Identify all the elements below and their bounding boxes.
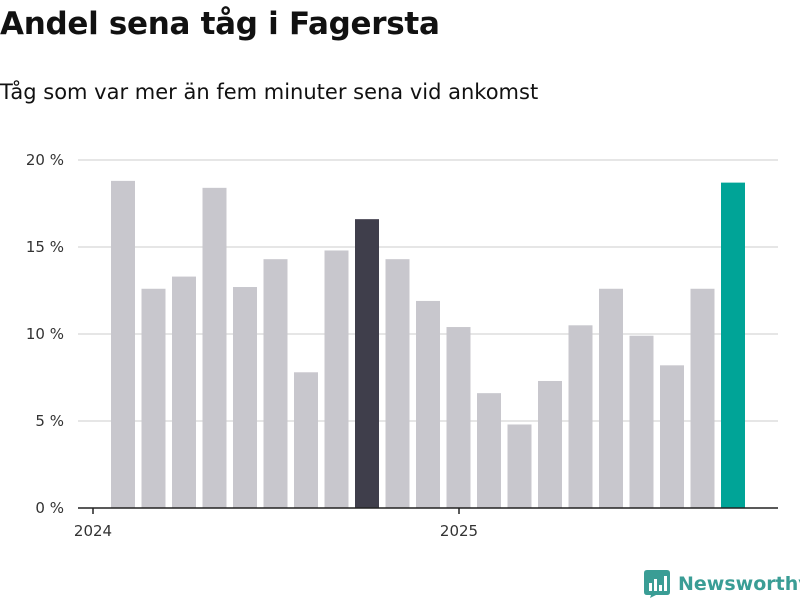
- chart-title: Andel sena tåg i Fagersta: [0, 6, 440, 42]
- bar-2025-03: [538, 380, 562, 508]
- bar-2024-01: [111, 180, 135, 508]
- x-tick-label: 2024: [74, 522, 112, 540]
- bar-2024-08: [324, 250, 349, 509]
- bar-2025-08: [690, 288, 715, 508]
- brand-logo: Newsworthy: [644, 568, 800, 600]
- bar-2024-10: [385, 259, 410, 508]
- bar-2024-06: [263, 259, 288, 508]
- bar-2024-12: [446, 327, 471, 508]
- brand-name: Newsworthy: [678, 573, 800, 595]
- bar-2025-09: [721, 182, 745, 508]
- x-tick-label: 2025: [440, 522, 478, 540]
- bar-2025-04: [568, 325, 593, 508]
- y-tick-label: 5 %: [35, 412, 64, 430]
- y-tick-label: 15 %: [26, 238, 64, 256]
- bar-2024-03: [172, 276, 196, 508]
- bar-2025-01: [477, 393, 501, 508]
- bar-2024-11: [416, 300, 440, 508]
- bar-2024-07: [294, 372, 318, 508]
- chart-subtitle: Tåg som var mer än fem minuter sena vid …: [0, 80, 539, 104]
- bar-2024-05: [233, 287, 257, 508]
- y-tick-label: 10 %: [26, 325, 64, 343]
- bar-2025-02: [507, 424, 532, 508]
- bar-2025-06: [629, 335, 654, 508]
- bar-2024-02: [141, 288, 166, 508]
- bar-2024-09: [355, 219, 379, 508]
- newsworthy-logo-icon: [644, 570, 670, 598]
- bar-2025-05: [599, 288, 623, 508]
- bar-2024-04: [202, 187, 227, 508]
- bar-2025-07: [660, 365, 684, 508]
- y-tick-label: 20 %: [26, 151, 64, 169]
- y-tick-label: 0 %: [35, 499, 64, 517]
